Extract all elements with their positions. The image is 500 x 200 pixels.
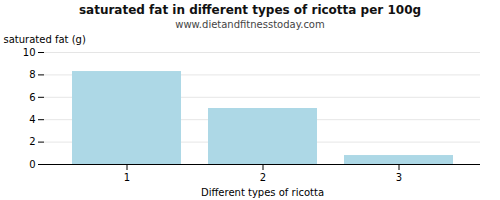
svg-text:0: 0 bbox=[29, 159, 35, 170]
svg-text:4: 4 bbox=[29, 114, 35, 125]
svg-text:2: 2 bbox=[260, 172, 266, 183]
html-text:www.dietandfitnesstoday.com: www.dietandfitnesstoday.com bbox=[175, 19, 325, 30]
svg-text:10: 10 bbox=[23, 47, 36, 58]
svg-text:saturated fat (g): saturated fat (g) bbox=[4, 34, 86, 45]
svg-text:8: 8 bbox=[29, 69, 35, 80]
svg-text:1: 1 bbox=[124, 172, 130, 183]
svg-text:6: 6 bbox=[29, 92, 35, 103]
html-text:saturated fat in different typ: saturated fat in different types of rico… bbox=[78, 3, 422, 17]
svg-text:3: 3 bbox=[396, 172, 402, 183]
svg-text:2: 2 bbox=[29, 136, 35, 147]
svg-text:Different types of ricotta: Different types of ricotta bbox=[201, 187, 324, 198]
